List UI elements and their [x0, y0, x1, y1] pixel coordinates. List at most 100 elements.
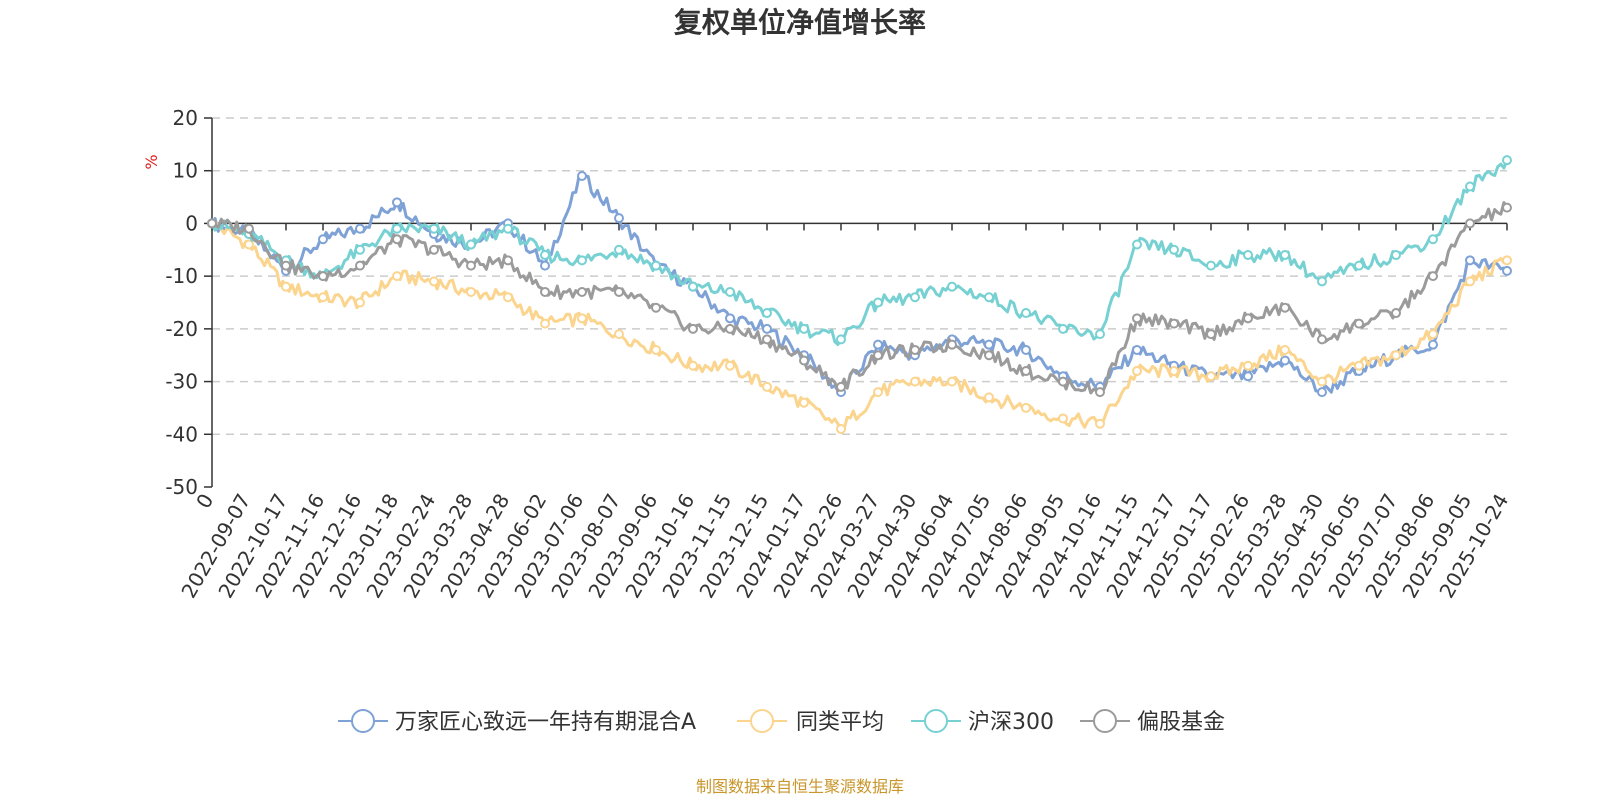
data-point — [1058, 323, 1068, 334]
data-point — [873, 387, 883, 398]
series-line — [211, 220, 1508, 431]
data-point — [1354, 260, 1364, 271]
data-point — [1391, 350, 1401, 361]
data-point — [614, 244, 624, 255]
legend-marker — [351, 709, 375, 733]
data-point — [1169, 244, 1179, 255]
data-point — [1317, 387, 1327, 398]
legend-item[interactable]: 沪深300 — [911, 709, 1054, 735]
data-point — [1317, 276, 1327, 287]
series-line — [210, 174, 1509, 394]
y-tick-label: 10 — [173, 159, 198, 183]
data-point — [1354, 318, 1364, 329]
series-line — [211, 201, 1509, 395]
data-point — [1206, 260, 1216, 271]
data-point — [1206, 329, 1216, 340]
data-point — [318, 271, 328, 282]
data-point — [910, 376, 920, 387]
data-point — [1391, 250, 1401, 261]
data-point — [1243, 371, 1253, 382]
data-point — [1169, 366, 1179, 377]
y-tick-label: 20 — [173, 106, 198, 130]
data-point — [651, 344, 661, 355]
data-point — [910, 292, 920, 303]
data-point — [1021, 308, 1031, 319]
series-3 — [207, 155, 1512, 346]
legend-item[interactable]: 偏股基金 — [1080, 709, 1225, 735]
legend-item[interactable]: 万家匠心致远一年持有期混合A — [338, 709, 696, 735]
legend-label: 同类平均 — [796, 710, 884, 735]
y-tick-label: -50 — [165, 475, 198, 499]
y-tick-label: -40 — [165, 422, 198, 446]
data-point — [1391, 308, 1401, 319]
data-point — [614, 329, 624, 340]
data-point — [540, 250, 550, 261]
gridlines — [212, 117, 1507, 436]
data-point — [725, 360, 735, 371]
data-point — [244, 239, 254, 250]
data-point — [207, 218, 217, 229]
data-point — [947, 281, 957, 292]
data-point — [762, 323, 772, 334]
data-point — [540, 318, 550, 329]
data-point — [1132, 313, 1142, 324]
data-point — [873, 297, 883, 308]
data-point — [1317, 376, 1327, 387]
data-point — [1095, 418, 1105, 429]
data-point — [1243, 250, 1253, 261]
data-point — [1502, 155, 1512, 166]
data-point — [503, 255, 513, 266]
data-point — [1095, 329, 1105, 340]
data-point — [1428, 339, 1438, 350]
data-point — [1317, 334, 1327, 345]
series-line — [210, 159, 1509, 346]
legend-label: 沪深300 — [968, 710, 1054, 735]
data-point — [281, 260, 291, 271]
data-point — [762, 308, 772, 319]
data-point — [1058, 413, 1068, 424]
data-point — [503, 292, 513, 303]
data-point — [836, 381, 846, 392]
data-point — [1465, 218, 1475, 229]
data-point — [392, 223, 402, 234]
data-point — [429, 276, 439, 287]
data-point — [466, 239, 476, 250]
data-point — [577, 313, 587, 324]
data-point — [725, 323, 735, 334]
legend-item[interactable]: 同类平均 — [737, 709, 884, 735]
data-point — [244, 223, 254, 234]
data-point — [984, 392, 994, 403]
data-point — [688, 281, 698, 292]
legend-marker — [924, 709, 948, 733]
data-point — [947, 376, 957, 387]
y-tick-label: -30 — [165, 370, 198, 394]
data-point — [1280, 250, 1290, 261]
data-point — [1095, 387, 1105, 398]
data-point — [1132, 366, 1142, 377]
series-2 — [207, 218, 1512, 435]
data-point — [1465, 181, 1475, 192]
data-point — [984, 350, 994, 361]
data-point — [540, 286, 550, 297]
data-point — [503, 223, 513, 234]
data-point — [984, 339, 994, 350]
data-point — [355, 260, 365, 271]
data-point — [725, 286, 735, 297]
data-point — [1428, 329, 1438, 340]
data-point — [392, 234, 402, 245]
data-point — [1169, 318, 1179, 329]
data-point — [466, 286, 476, 297]
data-point — [355, 244, 365, 255]
data-point — [1132, 239, 1142, 250]
data-point — [355, 223, 365, 234]
chart-title: 复权单位净值增长率 — [674, 6, 926, 39]
data-point — [466, 260, 476, 271]
y-tick-label: -20 — [165, 317, 198, 341]
data-point — [355, 297, 365, 308]
data-point — [318, 234, 328, 245]
legend[interactable]: 万家匠心致远一年持有期混合A 同类平均 沪深300 偏股基金 — [338, 709, 1225, 735]
data-point — [614, 213, 624, 224]
data-point — [836, 334, 846, 345]
data-point — [1132, 344, 1142, 355]
